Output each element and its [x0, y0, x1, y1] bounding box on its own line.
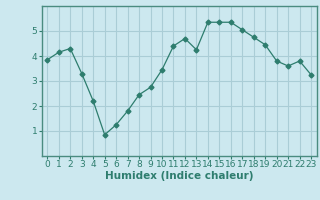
X-axis label: Humidex (Indice chaleur): Humidex (Indice chaleur): [105, 171, 253, 181]
